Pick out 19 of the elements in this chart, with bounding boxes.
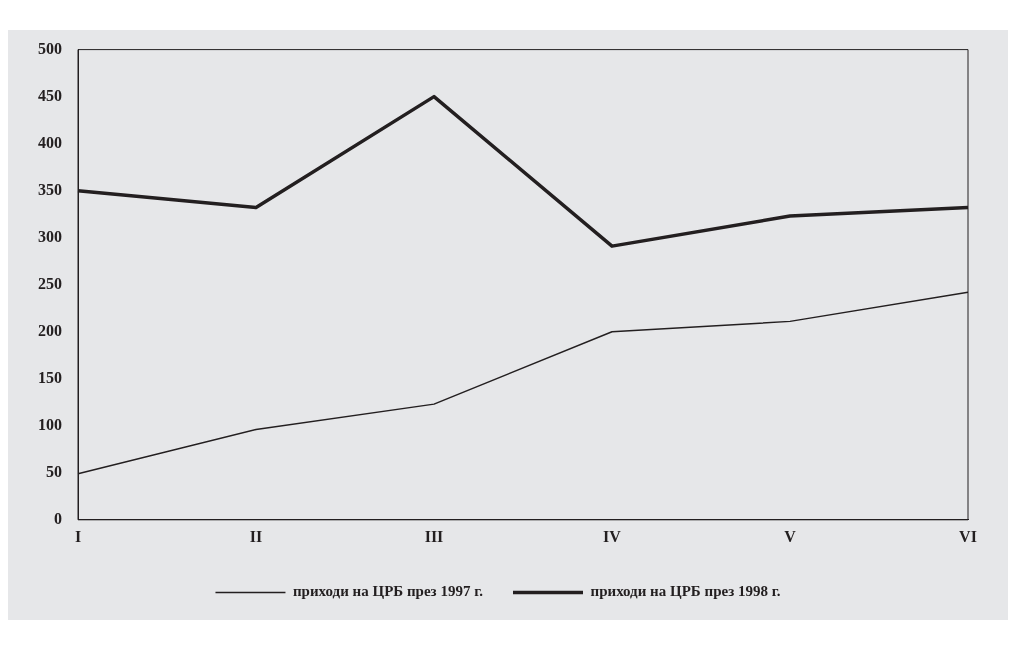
x-tick-label: II — [249, 527, 263, 545]
y-tick-label: 0 — [54, 509, 62, 527]
legend-label: приходи на ЦРБ през 1998 г. — [590, 583, 781, 600]
y-tick-label: 400 — [38, 133, 62, 151]
y-tick-label: 250 — [38, 274, 62, 292]
y-tick-label: 350 — [38, 180, 62, 198]
y-tick-label: 300 — [38, 227, 62, 245]
y-tick-label: 100 — [38, 415, 62, 433]
x-tick-label: III — [424, 527, 444, 545]
y-tick-label: 50 — [46, 462, 62, 480]
x-tick-label: IV — [603, 527, 622, 545]
legend-label: приходи на ЦРБ през 1997 г. — [292, 583, 484, 600]
y-tick-label: 500 — [38, 39, 62, 57]
y-tick-label: 450 — [38, 86, 62, 104]
y-tick-label: 150 — [38, 368, 62, 386]
x-tick-label: I — [74, 527, 82, 545]
x-tick-label: V — [784, 527, 797, 545]
y-tick-label: 200 — [38, 321, 62, 339]
x-tick-label: VI — [959, 527, 977, 545]
